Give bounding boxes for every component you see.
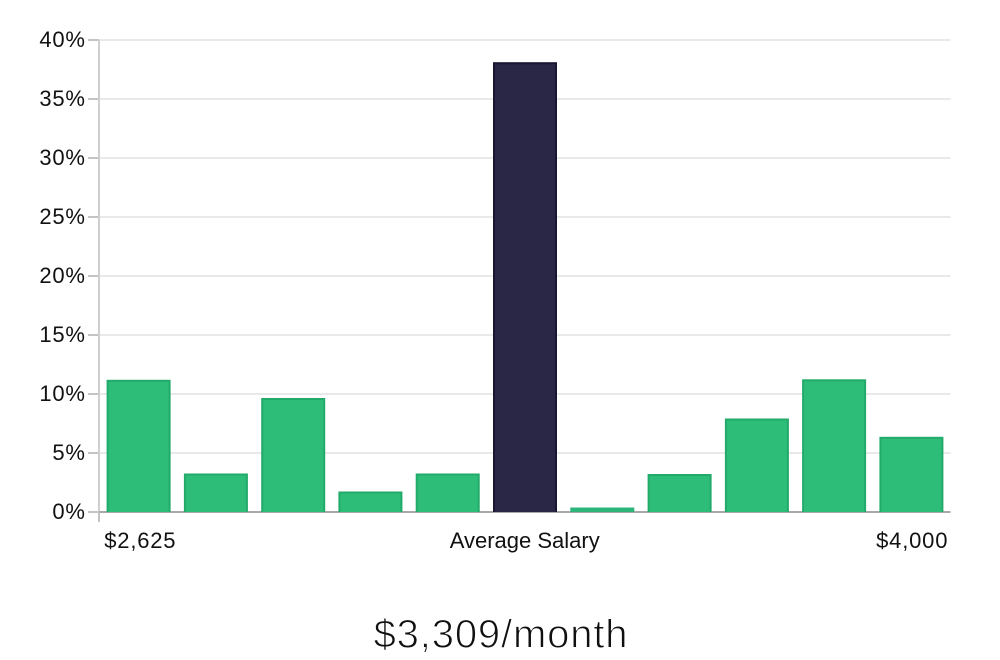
svg-text:15%: 15%	[39, 322, 85, 347]
svg-text:5%: 5%	[52, 440, 85, 465]
svg-text:35%: 35%	[39, 86, 85, 111]
svg-text:0%: 0%	[52, 499, 85, 524]
svg-text:10%: 10%	[39, 381, 85, 406]
svg-text:30%: 30%	[39, 145, 85, 170]
svg-text:$4,000: $4,000	[876, 528, 948, 553]
svg-text:25%: 25%	[39, 204, 85, 229]
svg-text:20%: 20%	[39, 263, 85, 288]
svg-text:40%: 40%	[39, 27, 85, 52]
svg-text:$3,309/month: $3,309/month	[374, 613, 629, 657]
svg-text:$2,625: $2,625	[104, 528, 176, 553]
svg-text:Average Salary: Average Salary	[450, 528, 600, 553]
